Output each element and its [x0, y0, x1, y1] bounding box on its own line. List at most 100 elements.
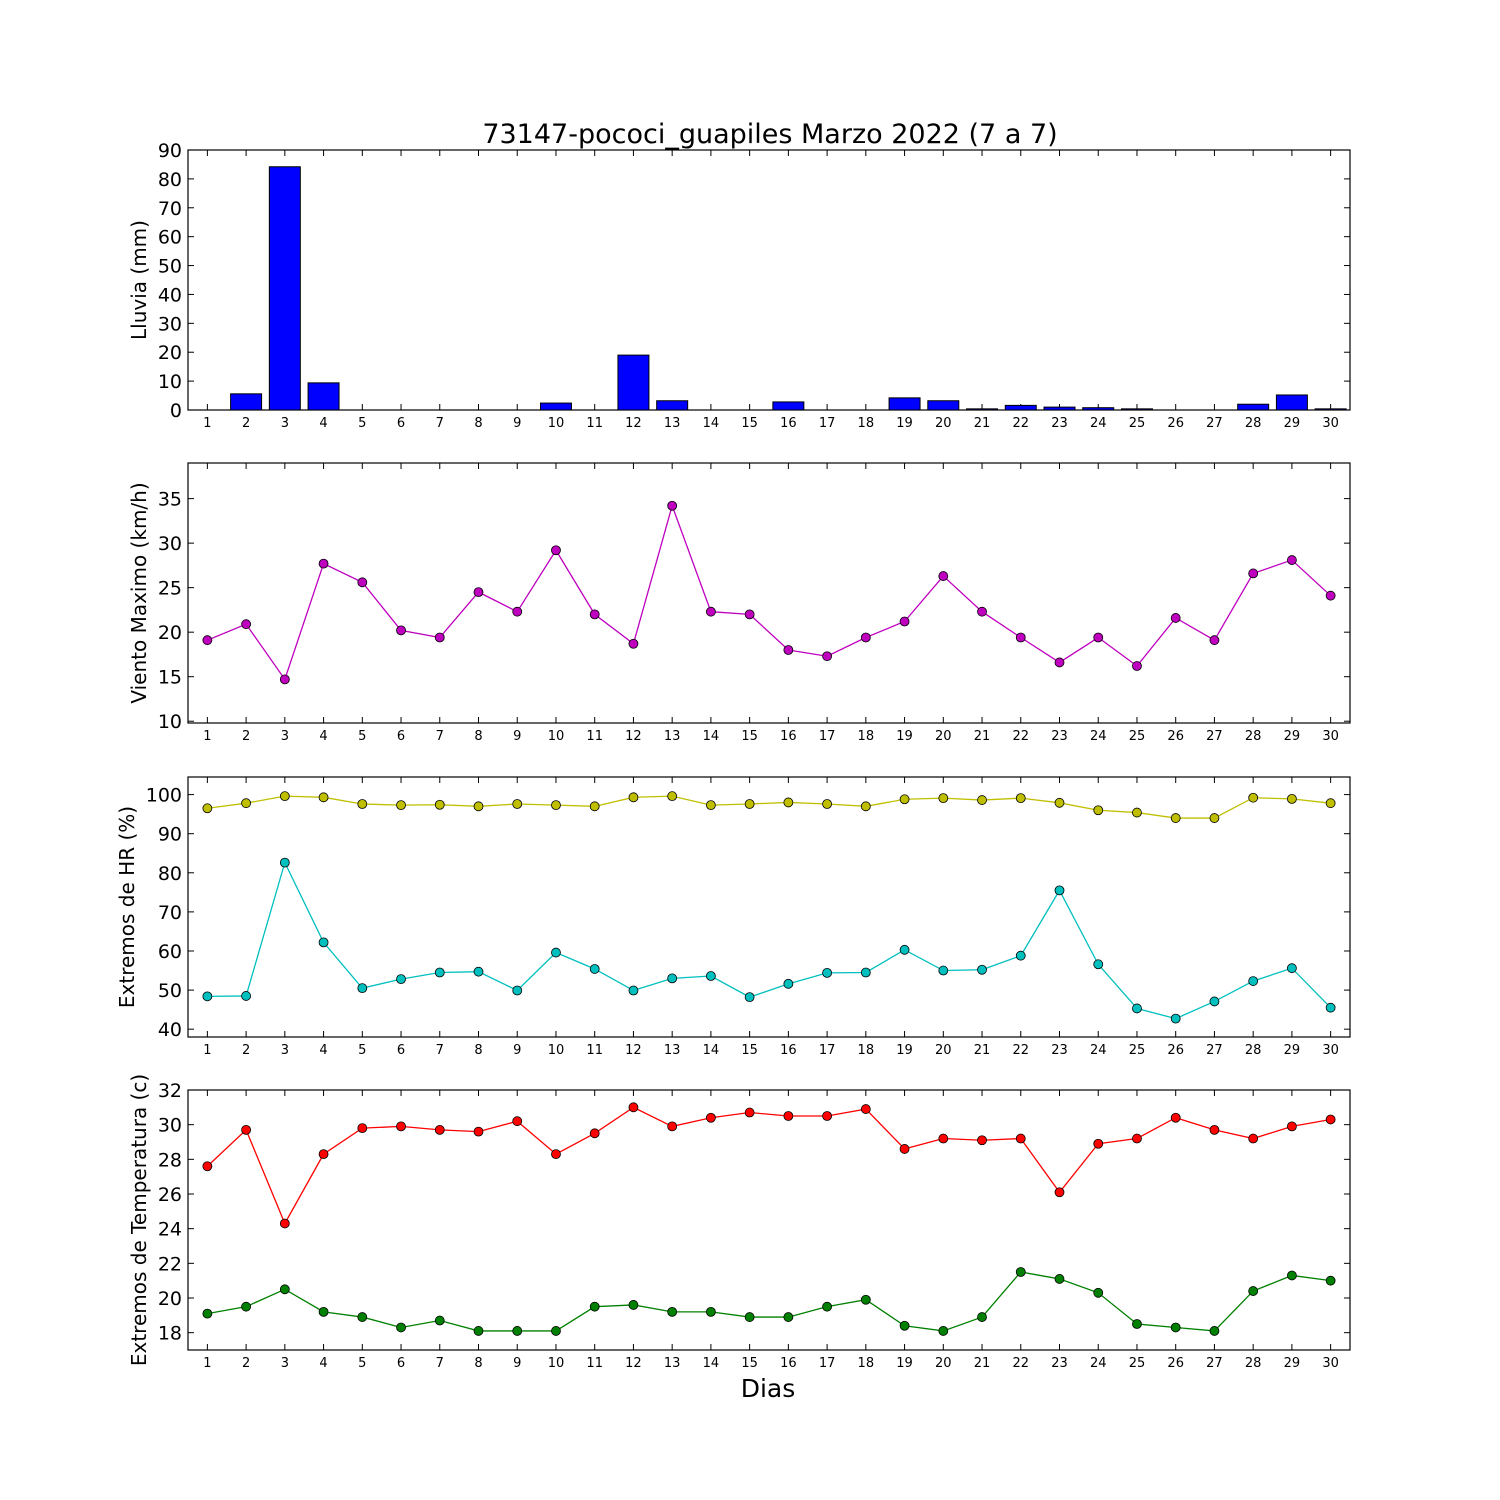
- data-point: [899, 616, 910, 627]
- x-tick-label: 28: [1245, 1043, 1262, 1058]
- x-tick-label: 24: [1090, 1356, 1107, 1371]
- data-point: [1170, 813, 1181, 823]
- data-point: [589, 1301, 600, 1312]
- x-tick-label: 29: [1284, 1356, 1301, 1371]
- data-point: [706, 971, 716, 981]
- data-point: [434, 799, 445, 810]
- y-tick-label: 0: [170, 400, 182, 422]
- x-tick-label: 7: [436, 416, 444, 431]
- data-point: [1287, 1270, 1297, 1281]
- data-point: [1248, 792, 1259, 803]
- y-tick-label: 28: [158, 1149, 182, 1171]
- y-tick-label: 80: [158, 169, 182, 191]
- x-tick-label: 17: [819, 1043, 836, 1058]
- y-axis-label: Viento Maximo (km/h): [127, 482, 151, 703]
- y-tick-label: 24: [158, 1219, 182, 1241]
- x-tick-label: 13: [664, 729, 681, 744]
- x-tick-label: 24: [1090, 729, 1107, 744]
- x-tick-label: 25: [1129, 1356, 1146, 1371]
- data-point: [396, 625, 406, 636]
- x-tick-label: 25: [1129, 416, 1146, 431]
- data-point: [1132, 1319, 1142, 1329]
- data-point: [551, 1326, 561, 1336]
- data-point: [938, 965, 949, 976]
- x-tick-label: 27: [1206, 729, 1223, 744]
- data-point: [318, 1306, 329, 1317]
- data-point: [1248, 1133, 1259, 1144]
- series-line: [207, 503, 1332, 681]
- data-point: [938, 571, 949, 581]
- y-tick-label: 30: [158, 313, 182, 335]
- x-tick-label: 17: [819, 1356, 836, 1371]
- data-point: [744, 609, 755, 620]
- x-tick-label: 8: [474, 1043, 482, 1058]
- x-tick-label: 12: [625, 1356, 642, 1371]
- y-tick-label: 60: [158, 941, 182, 963]
- x-tick-label: 6: [397, 1356, 405, 1371]
- data-point: [860, 967, 871, 978]
- data-point: [667, 500, 678, 511]
- data-point: [1209, 1326, 1220, 1336]
- data-point: [202, 803, 213, 814]
- data-point: [938, 793, 949, 804]
- y-tick-label: 70: [158, 902, 182, 924]
- data-point: [512, 606, 523, 617]
- data-point: [434, 632, 445, 643]
- y-tick-label: 20: [158, 622, 182, 644]
- data-point: [744, 1107, 755, 1118]
- x-tick-label: 30: [1322, 1043, 1339, 1058]
- bar: [1082, 407, 1115, 411]
- x-tick-label: 22: [1012, 1356, 1029, 1371]
- data-point: [396, 974, 406, 985]
- data-point: [1054, 1187, 1065, 1198]
- data-point: [1209, 813, 1220, 823]
- x-tick-label: 16: [780, 1356, 797, 1371]
- data-point: [241, 619, 252, 630]
- data-point: [279, 1284, 290, 1295]
- data-point: [473, 587, 484, 598]
- x-tick-label: 6: [397, 1043, 405, 1058]
- series-line: [207, 860, 1332, 1020]
- x-tick-label: 26: [1167, 1356, 1184, 1371]
- data-point: [706, 1112, 716, 1123]
- data-point: [822, 967, 832, 978]
- data-point: [279, 674, 290, 685]
- data-point: [1015, 1133, 1026, 1144]
- data-point: [938, 1133, 949, 1144]
- data-point: [822, 1111, 832, 1121]
- data-point: [977, 1312, 987, 1322]
- data-point: [241, 1124, 252, 1135]
- data-point: [1054, 657, 1065, 668]
- x-tick-label: 9: [513, 1356, 521, 1371]
- x-tick-label: 13: [664, 1356, 681, 1371]
- data-point: [473, 1126, 484, 1137]
- data-point: [1015, 793, 1026, 804]
- x-tick-label: 1: [203, 729, 211, 744]
- x-tick-label: 26: [1167, 1043, 1184, 1058]
- x-tick-label: 10: [548, 1356, 565, 1371]
- data-point: [899, 794, 910, 805]
- x-tick-label: 26: [1167, 416, 1184, 431]
- data-point: [977, 606, 987, 617]
- data-point: [1248, 1286, 1259, 1296]
- y-tick-label: 22: [158, 1253, 182, 1275]
- series-line: [206, 1106, 1331, 1225]
- data-point: [1093, 959, 1104, 970]
- x-tick-label: 21: [974, 1043, 991, 1058]
- x-tick-label: 15: [741, 1356, 758, 1371]
- y-tick-label: 26: [158, 1184, 182, 1206]
- data-point: [202, 991, 213, 1002]
- x-tick-label: 11: [586, 416, 603, 431]
- x-tick-label: 5: [358, 729, 366, 744]
- x-tick-label: 13: [664, 1043, 681, 1058]
- data-point: [357, 983, 368, 994]
- x-tick-label: 24: [1090, 416, 1107, 431]
- x-tick-label: 16: [780, 416, 797, 431]
- x-tick-label: 8: [474, 1356, 482, 1371]
- x-tick-label: 12: [625, 1043, 642, 1058]
- x-tick-label: 2: [242, 1356, 250, 1371]
- data-point: [551, 545, 561, 556]
